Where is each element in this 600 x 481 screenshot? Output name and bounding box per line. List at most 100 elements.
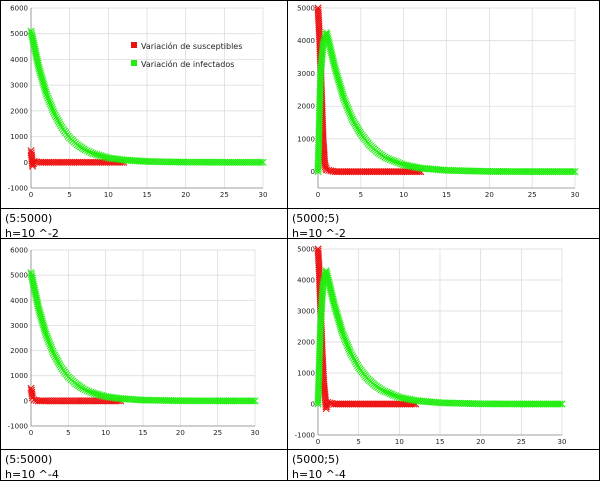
data-point — [338, 88, 346, 96]
y-tick-label: 5000 — [10, 272, 28, 280]
caption-cell-2: (5000;5) h=10 ^-2 — [287, 208, 600, 239]
x-tick-label: 0 — [29, 429, 33, 437]
caption-step-2: h=10 ^-2 — [292, 227, 346, 239]
data-point — [341, 334, 349, 342]
legend-label-infectados: Variación de infectados — [141, 59, 234, 69]
y-tick-label: 1000 — [297, 135, 315, 143]
caption-cell-3: (5:5000) h=10 ^-4 — [0, 449, 288, 481]
y-tick-label: 1000 — [297, 370, 315, 378]
data-point — [49, 347, 57, 355]
caption-initial-1: (5:5000) — [5, 212, 53, 225]
data-point — [347, 351, 356, 359]
y-tick-label: 4000 — [10, 56, 28, 64]
data-point — [346, 109, 354, 118]
data-point — [257, 158, 265, 166]
data-point — [392, 158, 400, 166]
data-point — [344, 106, 352, 114]
data-point — [49, 349, 57, 357]
data-point — [81, 146, 89, 154]
data-point — [53, 115, 61, 123]
chart-svg-3: 0 5 10 15 20 25 30-100001000200030004000500060… — [8, 247, 260, 438]
x-tick-label: 10 — [399, 191, 408, 199]
plot-cell-2: 0 5 10 15 20 25 30 0 1000 2000 3000 4000 5000 — [287, 0, 600, 209]
data-point — [53, 356, 61, 364]
data-point — [345, 107, 353, 116]
x-tick-label: 10 — [101, 429, 110, 437]
data-point — [334, 74, 342, 82]
x-tick-label: 15 — [442, 191, 451, 199]
x-tick-label: 5 — [356, 438, 360, 446]
data-point — [44, 336, 52, 344]
data-point — [556, 400, 564, 408]
data-point — [392, 392, 400, 400]
data-point — [83, 147, 91, 155]
y-tick-label: 2000 — [10, 347, 28, 355]
x-tick-label: 20 — [181, 191, 190, 199]
data-point — [336, 82, 344, 90]
y-tick-label: 5000 — [10, 30, 28, 38]
y-tick-label: 3000 — [10, 322, 28, 330]
data-point — [42, 90, 51, 98]
data-point — [343, 102, 351, 110]
caption-step-3: h=10 ^-4 — [5, 468, 59, 481]
data-point — [353, 360, 361, 368]
data-point — [52, 113, 60, 121]
plot-cell-4: 0 5 10 15 20 25 30 -1000 0 1000 2000 3000 4000 5000 — [287, 238, 600, 450]
y-tick-label: 0 — [24, 397, 28, 405]
plot-cell-1: 0 5 10 15 20 25 30 -1000 0 1000 2000 3000 4000 5000 60… — [0, 0, 288, 209]
y-tick-label: 5000 — [297, 246, 315, 254]
data-point — [47, 343, 55, 352]
data-point — [342, 100, 350, 108]
caption-cell-1: (5:5000) h=10 ^-2 — [0, 208, 288, 239]
data-point — [569, 168, 577, 176]
data-point — [55, 359, 63, 368]
x-tick-label: 20 — [476, 438, 485, 446]
data-point — [54, 358, 62, 366]
x-tick-label: 0 — [316, 191, 320, 199]
data-point — [335, 78, 343, 86]
x-tick-label: 30 — [251, 429, 260, 437]
data-point — [30, 396, 38, 404]
x-tick-label: 10 — [395, 438, 404, 446]
data-point — [352, 358, 360, 366]
data-point — [50, 351, 58, 359]
data-point — [51, 352, 59, 361]
data-point — [47, 102, 55, 110]
data-point — [45, 96, 53, 104]
legend: Variación de susceptibles Variación de in… — [131, 41, 242, 69]
data-point — [249, 397, 257, 405]
data-point — [571, 168, 579, 176]
data-point — [346, 347, 354, 355]
data-point — [384, 155, 393, 163]
caption-initial-3: (5:5000) — [5, 453, 53, 466]
x-tick-label: 15 — [139, 429, 148, 437]
data-point — [322, 166, 331, 174]
data-point — [54, 116, 62, 125]
caption-initial-4: (5000;5) — [292, 453, 340, 466]
data-point — [351, 356, 359, 364]
data-point — [57, 122, 65, 130]
data-point — [344, 104, 352, 112]
data-point — [49, 107, 58, 116]
y-tick-label: 0 — [24, 159, 28, 167]
x-tick-label: 25 — [517, 438, 526, 446]
data-point — [339, 92, 347, 100]
x-tick-label: 30 — [571, 191, 580, 199]
data-point — [341, 98, 349, 106]
data-point — [42, 88, 50, 96]
data-point — [81, 386, 89, 394]
data-point — [390, 157, 398, 165]
data-point — [79, 385, 87, 393]
data-point — [251, 397, 259, 405]
data-point — [379, 387, 387, 395]
data-point — [340, 332, 348, 340]
plot-cell-3: 0 5 10 15 20 25 30 -1000 0 1000 2000 3000 4000 5000 60… — [0, 238, 288, 450]
x-tick-label: 30 — [558, 438, 567, 446]
data-point — [334, 76, 343, 84]
data-point — [85, 148, 93, 156]
data-point — [388, 156, 396, 164]
series-infectados — [27, 27, 267, 166]
data-point — [41, 328, 49, 336]
data-point — [46, 340, 54, 348]
